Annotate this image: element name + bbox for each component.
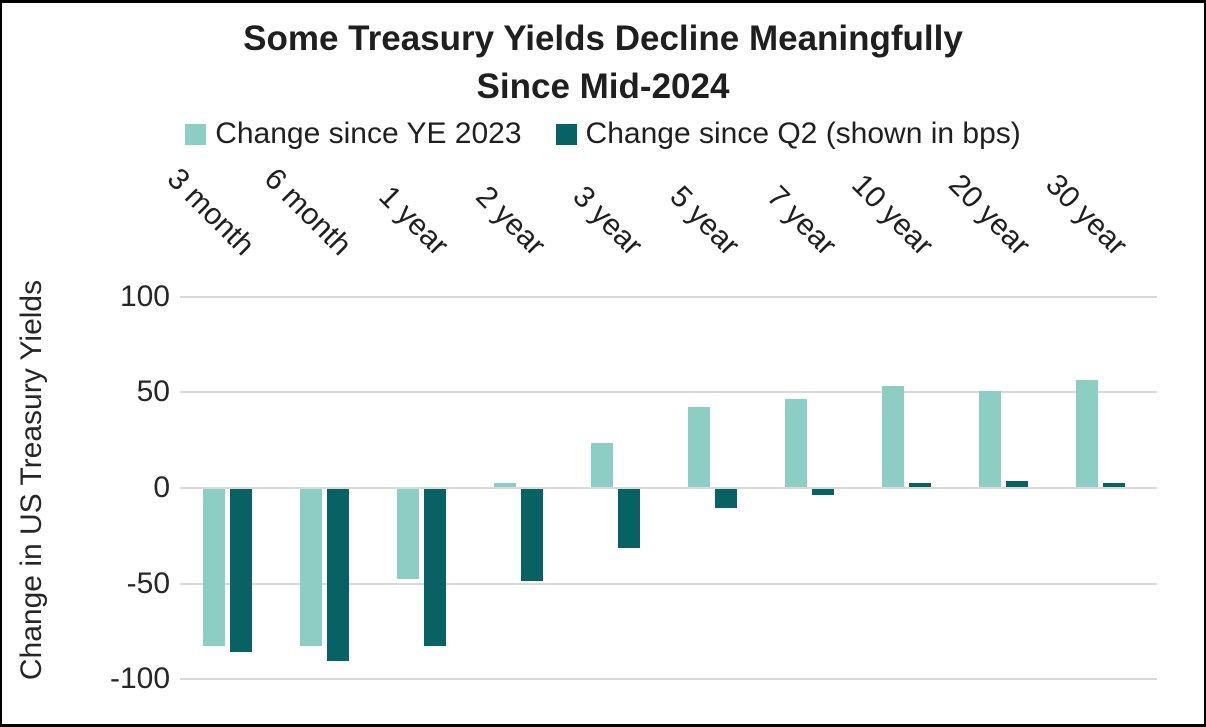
y-tick-label-0: 0: [153, 471, 170, 504]
legend-swatch-ye2023-icon: [185, 123, 207, 145]
bar-q2-20-year: [1005, 481, 1028, 487]
bar-q2-7-year: [811, 489, 834, 495]
gridline--50: [180, 582, 1157, 585]
chart-subtitle: Since Mid-2024: [476, 67, 730, 106]
bar-ye2023-20-year: [978, 391, 1001, 487]
bar-q2-2-year: [520, 489, 543, 581]
category-label-7-year: 7 year: [760, 179, 843, 262]
y-tick-label--100: -100: [109, 662, 170, 696]
bar-ye2023-3-year: [590, 442, 613, 487]
y-tick-label--50: -50: [126, 566, 170, 600]
category-label-10-year: 10 year: [845, 167, 940, 262]
legend-swatch-q2-icon: [555, 123, 577, 145]
bar-q2-5-year: [714, 489, 737, 509]
bar-q2-3-month: [229, 489, 252, 652]
category-label-20-year: 20 year: [942, 167, 1037, 262]
legend-label-ye2023: Change since YE 2023: [215, 117, 522, 150]
bar-ye2023-1-year: [396, 489, 419, 579]
gridline-50: [180, 391, 1157, 394]
category-label-30-year: 30 year: [1039, 167, 1134, 262]
y-tick-label-100: 100: [119, 279, 170, 313]
legend: Change since YE 2023 Change since Q2 (sh…: [2, 117, 1204, 151]
chart-title: Some Treasury Yields Decline Meaningfull…: [243, 19, 963, 58]
bar-ye2023-7-year: [784, 398, 807, 487]
category-label-5-year: 5 year: [663, 179, 746, 262]
legend-item-ye2023: Change since YE 2023: [185, 117, 522, 151]
bar-ye2023-30-year: [1075, 379, 1098, 487]
bar-q2-30-year: [1102, 483, 1125, 487]
gridline-100: [180, 295, 1157, 298]
bar-ye2023-3-month: [202, 489, 225, 646]
bar-q2-10-year: [908, 483, 931, 487]
bar-ye2023-6-month: [299, 489, 322, 646]
y-tick-label-50: 50: [136, 375, 170, 409]
bar-q2-3-year: [617, 489, 640, 549]
bar-ye2023-2-year: [493, 483, 516, 487]
category-label-1-year: 1 year: [372, 179, 455, 262]
bar-ye2023-10-year: [881, 385, 904, 487]
bar-q2-6-month: [326, 489, 349, 662]
bar-ye2023-5-year: [687, 406, 710, 487]
bar-q2-1-year: [423, 489, 446, 646]
legend-item-q2: Change since Q2 (shown in bps): [555, 117, 1021, 151]
category-label-2-year: 2 year: [469, 179, 552, 262]
y-axis-title: Change in US Treasury Yields: [15, 279, 48, 681]
category-label-6-month: 6 month: [257, 162, 358, 262]
category-label-3-year: 3 year: [566, 179, 649, 262]
gridline--100: [180, 678, 1157, 681]
category-label-3-month: 3 month: [160, 162, 261, 262]
legend-label-q2: Change since Q2 (shown in bps): [585, 117, 1021, 150]
gridline-0: [180, 487, 1157, 489]
